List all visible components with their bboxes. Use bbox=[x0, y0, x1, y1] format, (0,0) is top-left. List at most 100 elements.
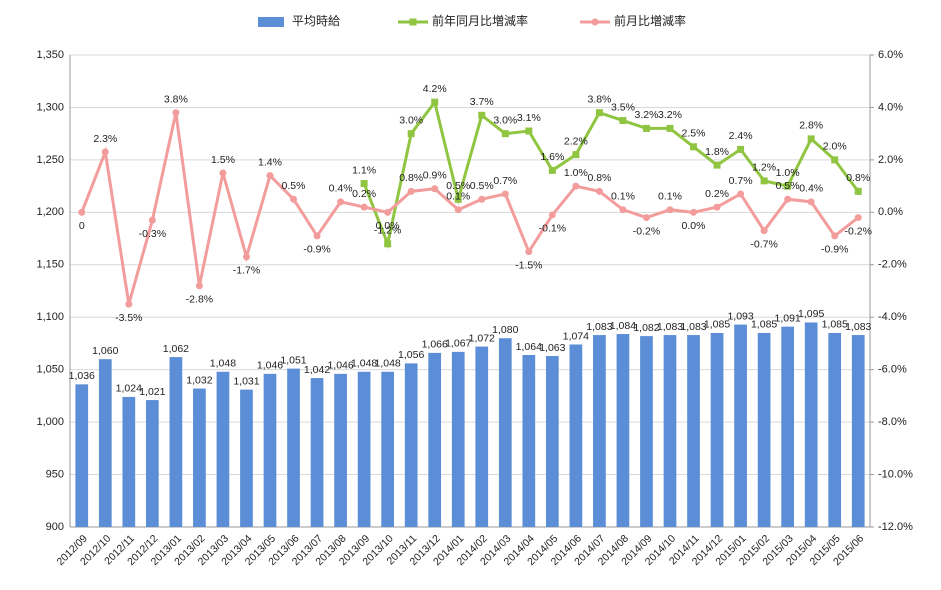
line-value-label: 0.8% bbox=[587, 172, 611, 184]
line-value-label: 2.8% bbox=[799, 120, 823, 132]
marker bbox=[431, 185, 439, 193]
bar-value-label: 1,093 bbox=[727, 310, 753, 322]
bar-value-label: 1,036 bbox=[69, 370, 95, 382]
line-value-label: 0.5% bbox=[446, 180, 470, 192]
marker bbox=[784, 195, 792, 203]
line-value-label: 3.0% bbox=[493, 114, 517, 126]
bar-value-label: 1,031 bbox=[233, 375, 259, 387]
bar bbox=[828, 332, 842, 527]
marker bbox=[407, 130, 415, 138]
line-value-label: -0.9% bbox=[303, 244, 330, 256]
line-value-label: 3.2% bbox=[658, 109, 682, 121]
line-value-label: 0.1% bbox=[658, 190, 682, 202]
line-value-label: 2.5% bbox=[682, 128, 706, 140]
bar bbox=[428, 352, 442, 527]
bar bbox=[851, 335, 865, 527]
line-value-label: -0.1% bbox=[539, 223, 566, 235]
bar bbox=[169, 357, 183, 527]
marker bbox=[454, 195, 462, 203]
bar bbox=[451, 351, 465, 527]
bar bbox=[640, 336, 653, 527]
y-tick-label: 1,250 bbox=[36, 154, 64, 166]
y-tick-label: 900 bbox=[46, 521, 64, 533]
legend-marker bbox=[591, 18, 599, 26]
marker bbox=[78, 208, 86, 216]
marker bbox=[572, 151, 580, 159]
marker bbox=[101, 148, 109, 156]
bar-value-label: 1,095 bbox=[798, 308, 824, 320]
bar bbox=[122, 396, 136, 527]
line-value-label: 0.8% bbox=[399, 172, 423, 184]
bar bbox=[381, 371, 394, 527]
marker bbox=[737, 145, 745, 153]
marker bbox=[831, 232, 839, 240]
bar-value-label: 1,067 bbox=[445, 338, 471, 350]
bar bbox=[216, 371, 230, 527]
marker bbox=[501, 130, 509, 138]
bar bbox=[287, 368, 300, 527]
marker bbox=[854, 214, 862, 222]
bar-value-label: 1,082 bbox=[633, 322, 659, 334]
marker bbox=[148, 216, 156, 224]
y2-tick-label: -2.0% bbox=[878, 259, 907, 271]
bar bbox=[569, 344, 583, 527]
y-tick-label: 1,050 bbox=[36, 364, 64, 376]
line-value-label: 0.4% bbox=[799, 183, 823, 195]
marker bbox=[713, 161, 721, 169]
marker bbox=[384, 240, 392, 248]
marker bbox=[619, 206, 627, 214]
y-tick-label: 1,100 bbox=[36, 311, 64, 323]
marker bbox=[407, 187, 415, 195]
marker bbox=[666, 124, 674, 132]
bar bbox=[710, 332, 724, 527]
line bbox=[362, 98, 860, 250]
line-value-label: 0.0% bbox=[376, 220, 400, 232]
line-value-label: 3.0% bbox=[399, 114, 423, 126]
line-value-label: -0.9% bbox=[821, 244, 848, 256]
bar bbox=[75, 384, 89, 527]
line-value-label: -0.2% bbox=[633, 225, 660, 237]
marker bbox=[548, 211, 556, 219]
line-value-label: -0.7% bbox=[750, 238, 777, 250]
line-value-label: 0.2% bbox=[705, 188, 729, 200]
marker bbox=[501, 190, 509, 198]
line-value-label: 0.8% bbox=[846, 172, 870, 184]
bar bbox=[616, 334, 630, 527]
line-value-label: 1.0% bbox=[776, 167, 800, 179]
marker bbox=[690, 143, 698, 151]
line-value-label: 3.8% bbox=[587, 93, 611, 105]
bar bbox=[781, 326, 794, 527]
y2-tick-label: -8.0% bbox=[878, 416, 907, 428]
line-value-label: 0.7% bbox=[729, 175, 753, 187]
bar-value-label: 1,048 bbox=[375, 358, 401, 370]
line-value-label: -1.7% bbox=[233, 265, 260, 277]
line-value-label: 3.7% bbox=[470, 96, 494, 108]
line-value-label: 0.9% bbox=[423, 170, 447, 182]
line-value-label: 0.7% bbox=[493, 175, 517, 187]
line-value-label: 3.1% bbox=[517, 112, 541, 124]
line-value-label: 0.5% bbox=[470, 180, 494, 192]
y-tick-label: 950 bbox=[46, 468, 64, 480]
marker bbox=[337, 198, 345, 206]
y-tick-label: 1,150 bbox=[36, 259, 64, 271]
line-value-label: 0.1% bbox=[446, 190, 470, 202]
bar-value-label: 1,042 bbox=[304, 364, 330, 376]
bar bbox=[663, 335, 677, 527]
bar-value-label: 1,046 bbox=[257, 360, 283, 372]
line-value-label: 1.0% bbox=[564, 167, 588, 179]
line-value-label: 1.2% bbox=[752, 162, 776, 174]
line-value-label: 0.5% bbox=[282, 180, 306, 192]
marker bbox=[854, 187, 862, 195]
marker bbox=[737, 190, 745, 198]
line-value-label: 1.6% bbox=[540, 151, 564, 163]
line-value-label: 0.5% bbox=[776, 180, 800, 192]
y-tick-label: 1,350 bbox=[36, 49, 64, 61]
bar-value-label: 1,046 bbox=[327, 360, 353, 372]
bar-value-label: 1,085 bbox=[704, 319, 730, 331]
bar bbox=[263, 373, 277, 527]
legend-label: 前年同月比増減率 bbox=[432, 13, 528, 28]
line bbox=[80, 112, 860, 305]
bar bbox=[146, 400, 159, 527]
bar bbox=[687, 335, 700, 527]
